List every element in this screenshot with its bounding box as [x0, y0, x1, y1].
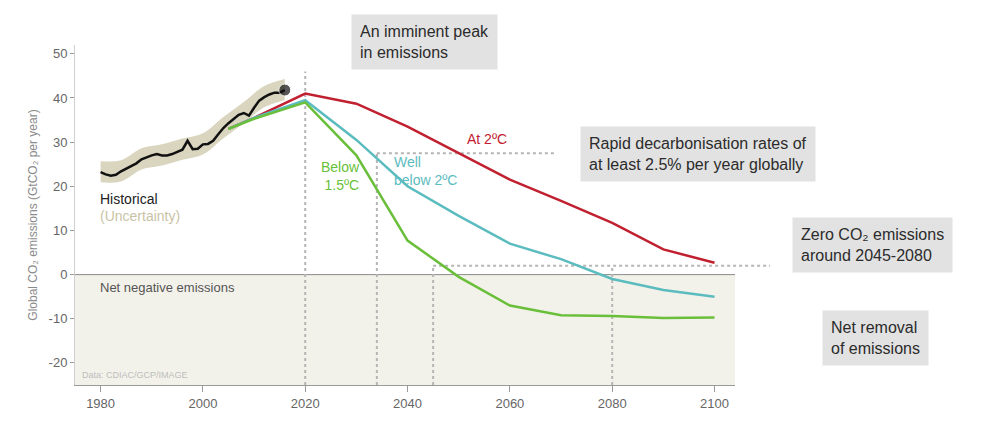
- svg-text:Rapid decarbonisation rates of: Rapid decarbonisation rates ofat least 2…: [589, 135, 807, 173]
- svg-text:30: 30: [53, 135, 67, 150]
- svg-text:2000: 2000: [188, 396, 217, 411]
- svg-text:2020: 2020: [291, 396, 320, 411]
- svg-text:Below1.5ºC: Below1.5ºC: [321, 159, 360, 193]
- svg-text:Data: CDIAC/GCP/IMAGE: Data: CDIAC/GCP/IMAGE: [82, 370, 188, 380]
- svg-text:10: 10: [53, 223, 67, 238]
- svg-text:Zero CO₂ emissionsaround 2045-: Zero CO₂ emissionsaround 2045-2080: [801, 226, 944, 264]
- svg-text:At 2ºC: At 2ºC: [467, 131, 507, 147]
- svg-text:An imminent peakin emissions: An imminent peakin emissions: [360, 23, 489, 61]
- svg-text:-20: -20: [49, 355, 68, 370]
- svg-text:2060: 2060: [495, 396, 524, 411]
- svg-text:2080: 2080: [598, 396, 627, 411]
- svg-text:(Uncertainty): (Uncertainty): [100, 208, 180, 224]
- svg-text:50: 50: [53, 46, 67, 61]
- svg-text:Net removalof emissions: Net removalof emissions: [831, 319, 920, 357]
- svg-text:20: 20: [53, 179, 67, 194]
- svg-text:Wellbelow 2ºC: Wellbelow 2ºC: [394, 154, 457, 188]
- svg-text:0: 0: [60, 267, 67, 282]
- svg-text:Historical: Historical: [100, 191, 158, 207]
- svg-text:2100: 2100: [700, 396, 729, 411]
- svg-text:2040: 2040: [393, 396, 422, 411]
- svg-text:40: 40: [53, 91, 67, 106]
- svg-text:1980: 1980: [86, 396, 115, 411]
- svg-text:-10: -10: [49, 311, 68, 326]
- svg-text:Global CO₂ emissions (GtCO₂ pe: Global CO₂ emissions (GtCO₂ per year): [26, 109, 40, 320]
- svg-text:Net negative emissions: Net negative emissions: [100, 280, 235, 295]
